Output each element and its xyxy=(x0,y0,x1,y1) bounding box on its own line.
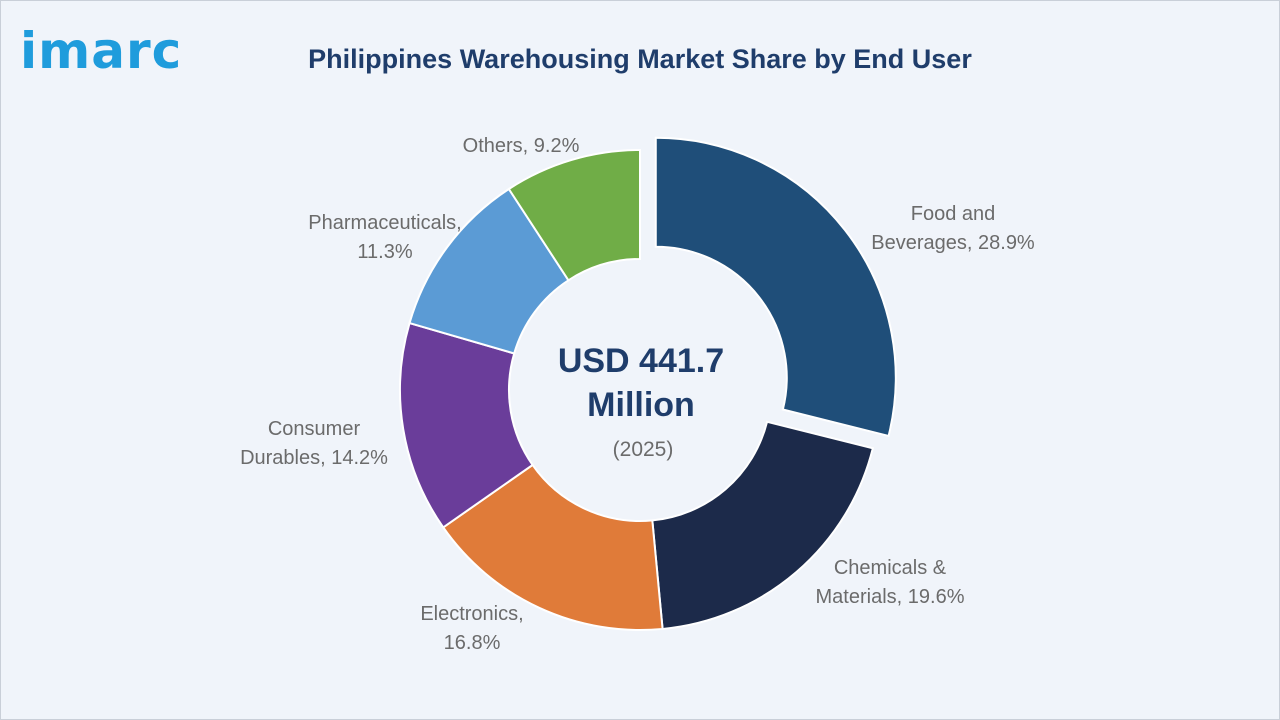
labels-group: Food and Beverages, 28.9% Chemicals & Mater… xyxy=(240,135,1035,654)
label-chemicals-materials: Chemicals & Materials, 19.6% xyxy=(816,557,965,608)
center-year: (2025) xyxy=(613,438,674,461)
label-electronics: Electronics, 16.8% xyxy=(420,603,523,654)
label-pharmaceuticals: Pharmaceuticals, 11.3% xyxy=(308,212,461,263)
label-food-and-beverages: Food and Beverages, 28.9% xyxy=(871,203,1035,254)
chart-title: Philippines Warehousing Market Share by … xyxy=(308,44,972,74)
center-value-line2: Million xyxy=(587,386,695,424)
center-value-line1: USD 441.7 xyxy=(558,342,724,380)
slice-chemicals-materials xyxy=(651,420,875,631)
imarc-logo: imarc xyxy=(20,16,182,86)
label-consumer-durables: Consumer Durables, 14.2% xyxy=(240,418,388,469)
slices-group xyxy=(399,136,897,631)
center-text-group: USD 441.7 Million (2025) xyxy=(558,342,724,461)
slice-food-and-beverages xyxy=(654,136,897,438)
slice-electronics xyxy=(441,463,664,631)
logo-text: imarc xyxy=(20,22,183,80)
label-others: Others, 9.2% xyxy=(463,135,580,157)
slice-others xyxy=(507,148,641,282)
